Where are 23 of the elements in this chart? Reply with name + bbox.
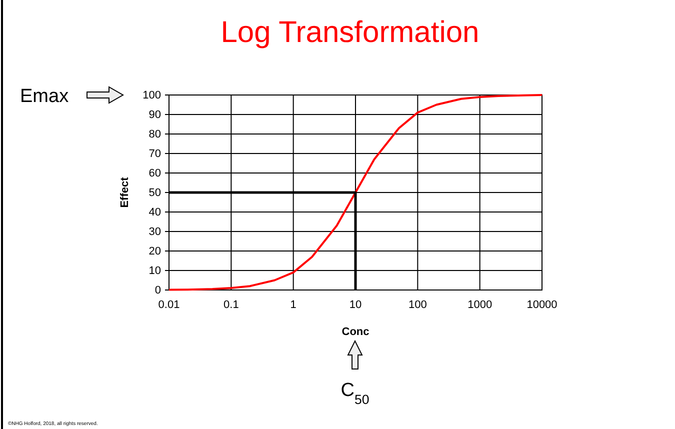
x-tick-label: 1 bbox=[290, 298, 296, 311]
y-tick-label: 0 bbox=[154, 284, 161, 297]
y-axis-title: Effect bbox=[119, 176, 131, 208]
x-tick-label: 1000 bbox=[468, 298, 492, 311]
y-tick-label: 40 bbox=[148, 206, 161, 219]
y-tick-label: 100 bbox=[142, 90, 161, 102]
text: C$_{50}$ bbox=[340, 380, 370, 406]
y-tick-label: 90 bbox=[148, 109, 161, 122]
y-tick-label: 60 bbox=[148, 168, 161, 180]
text: Emax bbox=[20, 86, 70, 107]
y-tick-label: 30 bbox=[148, 226, 161, 238]
x-tick-label: 10 bbox=[349, 298, 362, 311]
y-tick-label: 10 bbox=[148, 265, 161, 278]
y-tick-label: 20 bbox=[148, 246, 161, 258]
x-tick-label: 0.01 bbox=[158, 298, 180, 311]
y-tick-label: 70 bbox=[148, 148, 161, 160]
chart-title: Log Transformation bbox=[220, 16, 480, 49]
x-tick-label: 100 bbox=[408, 298, 427, 311]
y-tick-label: 80 bbox=[148, 128, 161, 141]
x-tick-label: 10000 bbox=[526, 298, 558, 311]
y-tick-label: 50 bbox=[148, 187, 161, 200]
x-axis-title: Conc bbox=[342, 326, 370, 338]
x-tick-label: 0.1 bbox=[224, 298, 239, 311]
